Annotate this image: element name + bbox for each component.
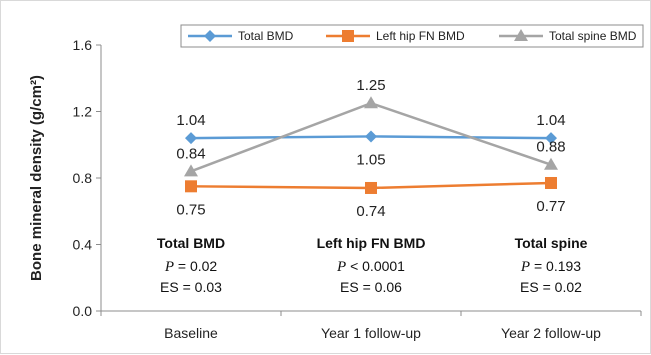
legend-total-bmd-marker [204,30,216,42]
x-tick-label: Baseline [164,325,218,341]
legend-total-spine-bmd-label: Total spine BMD [549,29,637,43]
y-axis-title: Bone mineral density (g/cm²) [28,75,45,281]
stats-annotations: Total BMD P = 0.02 ES = 0.03 Left hip FN BM… [157,235,588,295]
total-bmd-point [365,130,377,143]
y-ticks: 0.0 0.4 0.8 1.2 1.6 [73,37,101,319]
legend-total-bmd-label: Total BMD [238,29,294,43]
annotation-title: Total BMD [157,235,225,251]
y-tick-label: 1.2 [73,104,93,120]
y-tick-label: 0.4 [73,237,93,253]
left-hip-fn-bmd-data-label: 0.74 [356,203,385,220]
series-layer [184,96,558,194]
p-value-text: = 0.02 [174,258,217,274]
left-hip-fn-bmd-data-label: 0.77 [536,198,565,215]
left-hip-fn-bmd-point [185,180,197,193]
p-symbol: P [336,259,346,275]
annotation-effect-size: ES = 0.06 [340,279,402,295]
p-value-text: < 0.0001 [346,258,405,274]
legend-left-hip-fn-bmd-label: Left hip FN BMD [376,29,465,43]
x-tick-label: Year 1 follow-up [321,325,421,341]
annotation-effect-size: ES = 0.03 [160,279,222,295]
total-spine-bmd-point [184,164,198,177]
p-symbol: P [164,259,174,275]
total-bmd-point [185,132,197,145]
data-label-layer: 1.04 1.05 1.04 0.75 0.74 0.77 0.84 1.25 0.88 [176,77,565,220]
y-tick-label: 0.8 [73,170,93,186]
annotation-p-value: P = 0.193 [520,258,581,275]
x-ticks: Baseline Year 1 follow-up Year 2 follow-up [100,311,642,341]
legend-total-spine-bmd-marker [514,29,528,41]
total-spine-bmd-data-label: 1.25 [356,77,385,94]
total-bmd-data-label: 1.04 [536,112,565,129]
legend-box [180,24,644,48]
annotation-title: Total spine [515,235,588,251]
annotation-title: Left hip FN BMD [317,235,426,251]
left-hip-fn-bmd-point [365,181,377,194]
annotation-p-value: P < 0.0001 [336,258,405,275]
left-hip-fn-bmd-point [545,176,557,189]
y-tick-label: 0.0 [73,303,93,319]
p-value-text: = 0.193 [530,258,581,274]
annotation-p-value: P = 0.02 [164,258,218,275]
annotation-effect-size: ES = 0.02 [520,279,582,295]
p-symbol: P [520,259,530,275]
legend-left-hip-fn-bmd-marker [342,30,354,42]
total-spine-bmd-point [364,96,378,109]
total-spine-bmd-data-label: 0.88 [536,139,565,156]
total-spine-bmd-data-label: 0.84 [176,145,205,162]
total-bmd-point [545,132,557,145]
x-tick-label: Year 2 follow-up [501,325,601,341]
y-tick-label: 1.6 [73,37,93,53]
legend: Total BMD Left hip FN BMD Total spine BMD [180,24,644,48]
total-bmd-data-label: 1.05 [356,151,385,168]
left-hip-fn-bmd-data-label: 0.75 [176,201,205,218]
total-spine-bmd-point [544,157,558,170]
total-bmd-data-label: 1.04 [176,112,205,129]
